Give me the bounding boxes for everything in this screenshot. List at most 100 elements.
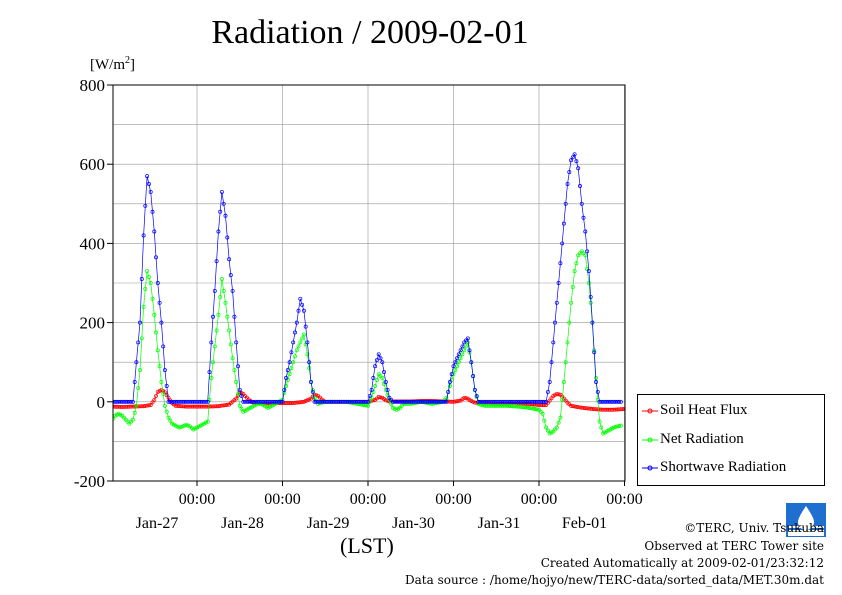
- data-point: [287, 372, 292, 377]
- data-point: [558, 415, 563, 420]
- data-point: [186, 423, 191, 428]
- data-point: [488, 403, 493, 408]
- data-point: [168, 418, 173, 423]
- data-point: [205, 419, 210, 424]
- data-point: [446, 389, 451, 394]
- data-point: [553, 320, 557, 325]
- data-point: [344, 399, 349, 404]
- data-point: [307, 360, 312, 365]
- data-point: [592, 350, 597, 355]
- data-point: [460, 344, 465, 349]
- data-point: [373, 364, 378, 369]
- data-point: [152, 229, 157, 234]
- data-point: [211, 314, 215, 319]
- data-point: [307, 397, 312, 402]
- data-point: [289, 366, 294, 371]
- data-point: [490, 403, 495, 408]
- data-point: [337, 399, 342, 404]
- data-point: [366, 399, 370, 404]
- data-point: [214, 259, 219, 264]
- data-point: [214, 328, 219, 333]
- x-tick-date-label: Jan-31: [478, 515, 521, 532]
- data-point: [284, 384, 289, 388]
- data-point: [148, 281, 153, 285]
- data-point: [212, 404, 217, 409]
- series-layer: [113, 152, 625, 436]
- data-point: [355, 399, 360, 404]
- data-point: [401, 399, 406, 404]
- data-point: [291, 340, 296, 345]
- data-point: [549, 360, 554, 365]
- data-point: [195, 399, 199, 404]
- data-point: [317, 399, 322, 404]
- data-point: [378, 356, 383, 361]
- x-tick-date-label: Jan-27: [136, 515, 179, 532]
- x-axis-label: (LST): [340, 533, 394, 558]
- data-point: [298, 296, 303, 301]
- data-point: [572, 269, 577, 274]
- data-point: [314, 399, 319, 404]
- data-point: [561, 221, 566, 226]
- data-point: [453, 368, 458, 373]
- data-point: [203, 404, 208, 409]
- data-point: [298, 400, 303, 405]
- data-point: [312, 395, 317, 400]
- data-point: [296, 400, 301, 405]
- data-point: [280, 399, 285, 404]
- data-point: [114, 399, 119, 404]
- data-point: [223, 213, 228, 218]
- data-point: [127, 404, 132, 409]
- data-point: [487, 403, 492, 408]
- x-tick-labels: 00:00Jan-2700:00Jan-2800:00Jan-2900:00Ja…: [136, 481, 643, 532]
- data-point: [209, 340, 214, 345]
- data-point: [570, 404, 575, 409]
- data-point: [362, 399, 367, 404]
- y-tick-labels: -200 0 200 400 600 800: [74, 76, 113, 491]
- data-point: [221, 288, 226, 293]
- data-point: [444, 399, 449, 404]
- data-point: [200, 404, 205, 409]
- data-point: [221, 403, 226, 408]
- data-point: [458, 348, 463, 353]
- data-point: [474, 393, 479, 398]
- data-point: [519, 399, 524, 404]
- data-point: [526, 405, 531, 410]
- data-point: [162, 403, 167, 408]
- data-point: [282, 387, 287, 392]
- data-point: [449, 372, 454, 377]
- data-point: [305, 352, 310, 357]
- data-point: [565, 182, 570, 186]
- data-point: [291, 401, 296, 405]
- data-point: [138, 320, 142, 325]
- data-point: [382, 370, 386, 375]
- data-point: [371, 376, 376, 380]
- data-point: [301, 399, 306, 404]
- data-point: [558, 261, 563, 266]
- data-point: [364, 399, 369, 404]
- data-point: [453, 399, 458, 404]
- data-point: [243, 399, 248, 404]
- data-point: [316, 399, 321, 404]
- data-point: [227, 328, 232, 333]
- legend-item-net-radiation: Net Radiation: [638, 427, 824, 453]
- data-point: [284, 376, 289, 380]
- data-point: [613, 399, 618, 404]
- data-point: [234, 396, 239, 401]
- data-point: [392, 399, 397, 404]
- data-point: [592, 407, 597, 412]
- data-point: [383, 398, 388, 403]
- chart-legend: Soil Heat Flux Net Radiation Shortwave R…: [637, 394, 825, 486]
- data-point: [376, 395, 381, 399]
- data-point: [141, 404, 146, 409]
- x-tick-time-label: 00:00: [521, 491, 557, 508]
- data-point: [173, 399, 178, 404]
- data-point: [428, 399, 433, 404]
- data-point: [269, 399, 274, 404]
- data-point: [604, 399, 609, 404]
- x-tick-date-label: Feb-01: [562, 515, 607, 532]
- data-point: [200, 399, 205, 404]
- data-point: [599, 399, 604, 404]
- data-point: [310, 389, 315, 394]
- data-point: [132, 410, 137, 415]
- data-point: [146, 275, 151, 280]
